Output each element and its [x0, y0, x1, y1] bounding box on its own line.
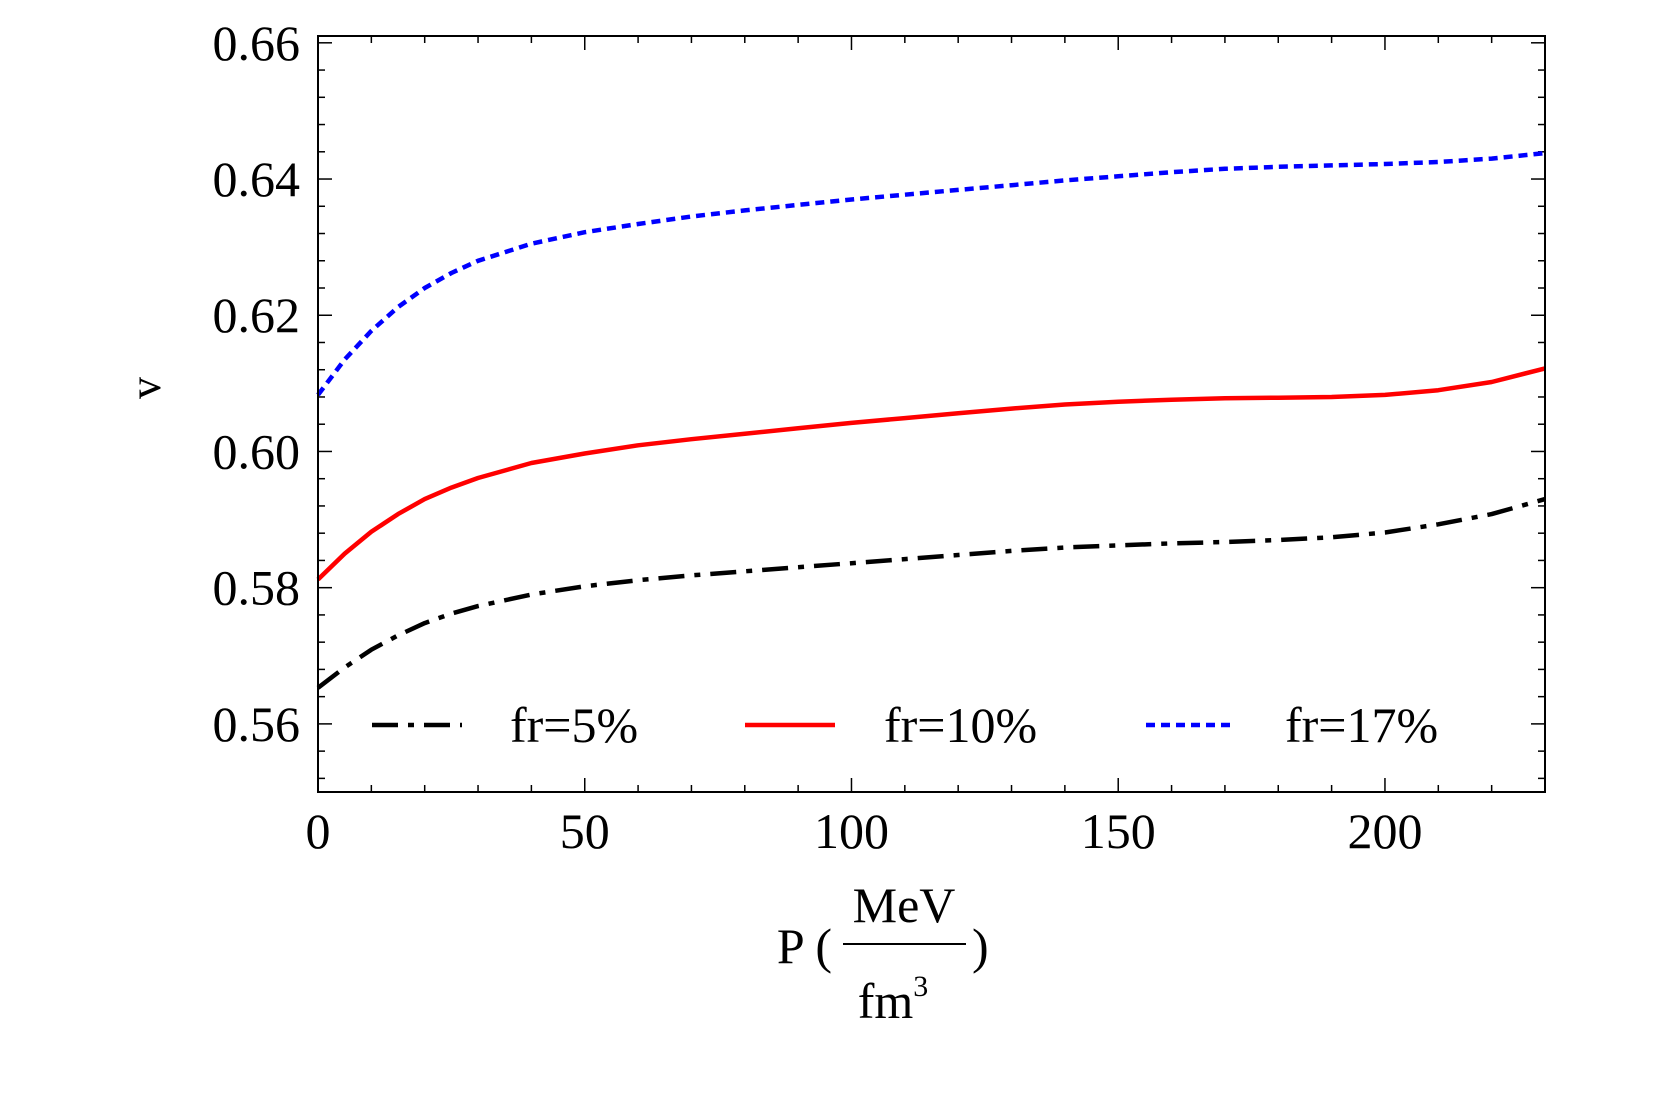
y-tick-label: 0.58 [213, 560, 301, 616]
x-axis-label-suffix: ) [972, 918, 989, 974]
legend: fr=5% fr=10% fr=17% [372, 697, 1438, 753]
y-axis-label: v [121, 377, 170, 399]
legend-label: fr=10% [884, 697, 1037, 753]
y-tick-label: 0.60 [213, 423, 301, 479]
x-axis-label: P ( MeV fm3 ) [777, 877, 989, 1029]
y-tick-labels: 0.56 0.58 0.60 0.62 0.64 0.66 [213, 15, 301, 752]
y-tick-label: 0.66 [213, 15, 301, 71]
series-line-fr-10- [316, 366, 1546, 582]
x-tick-label: 150 [1081, 803, 1156, 859]
x-tick-label: 0 [306, 803, 331, 859]
plot-frame [317, 35, 1546, 793]
x-tick-label: 50 [560, 803, 610, 859]
series-line-fr-5- [316, 496, 1546, 690]
y-tick-label: 0.56 [213, 696, 301, 752]
x-tick-label: 100 [814, 803, 889, 859]
series-line-fr-17- [316, 150, 1546, 397]
x-tick-labels: 0 50 100 150 200 [306, 803, 1423, 859]
x-axis-label-denominator: fm3 [858, 970, 929, 1029]
series-layer [316, 150, 1546, 690]
axis-ticks [317, 36, 1546, 792]
y-tick-label: 0.62 [213, 287, 301, 343]
x-axis-label-exponent: 3 [913, 970, 928, 1003]
x-tick-label: 200 [1347, 803, 1422, 859]
x-axis-label-numerator: MeV [853, 877, 956, 933]
legend-label: fr=17% [1285, 697, 1438, 753]
x-axis-label-denominator-base: fm [858, 973, 914, 1029]
x-axis-label-prefix: P ( [777, 918, 832, 974]
y-tick-label: 0.64 [213, 151, 301, 207]
legend-label: fr=5% [510, 697, 638, 753]
